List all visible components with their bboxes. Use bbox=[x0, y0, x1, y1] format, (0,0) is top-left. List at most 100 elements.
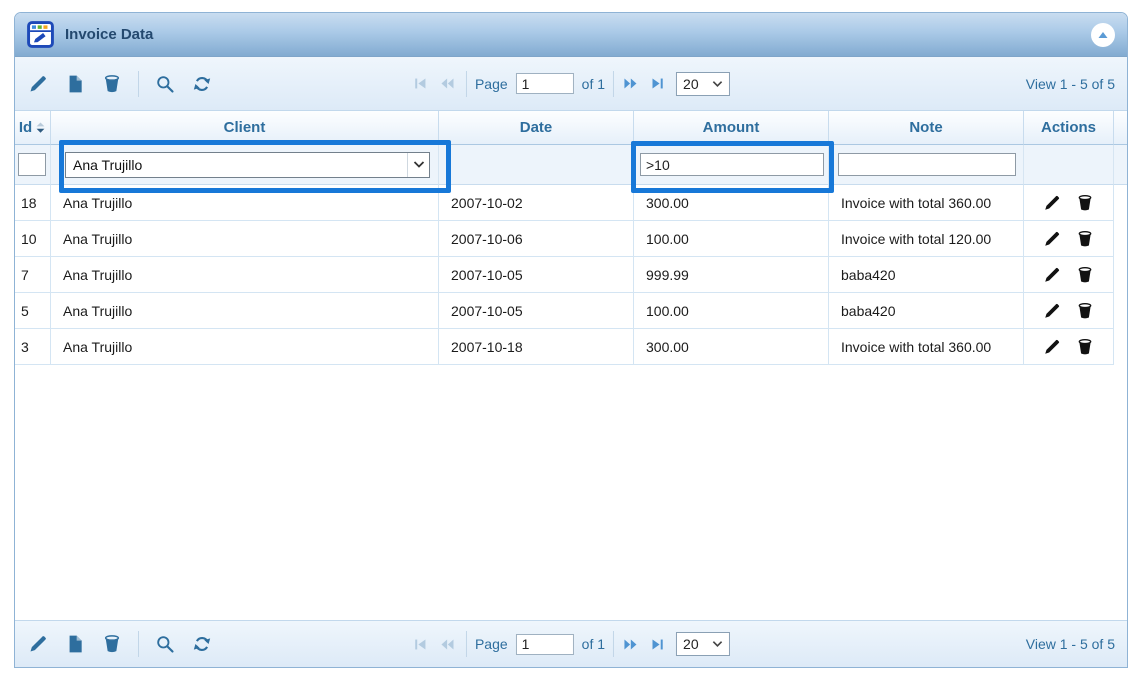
filter-spacer-cell bbox=[1114, 145, 1127, 185]
row-spacer-cell bbox=[1114, 221, 1127, 257]
last-page-button[interactable] bbox=[649, 74, 668, 93]
row-delete-button[interactable] bbox=[1076, 338, 1094, 356]
column-header-label: Amount bbox=[702, 119, 760, 136]
row-id-cell: 5 bbox=[15, 293, 51, 329]
note-filter-cell bbox=[829, 145, 1024, 185]
first-page-button[interactable] bbox=[412, 635, 431, 654]
row-date-cell: 2007-10-05 bbox=[439, 293, 634, 329]
column-header-amount[interactable]: Amount bbox=[634, 111, 829, 145]
next-page-button[interactable] bbox=[622, 74, 641, 93]
row-actions-cell bbox=[1024, 185, 1114, 221]
row-edit-button[interactable] bbox=[1043, 194, 1061, 212]
row-client-cell: Ana Trujillo bbox=[51, 257, 439, 293]
row-date-cell: 2007-10-06 bbox=[439, 221, 634, 257]
pager-separator bbox=[465, 70, 467, 97]
row-edit-button[interactable] bbox=[1043, 266, 1061, 284]
search-button[interactable] bbox=[154, 73, 176, 95]
column-header-row: Id Client Date Amount Note Actions bbox=[15, 111, 1127, 145]
table-row: 7 Ana Trujillo 2007-10-05 999.99 baba420 bbox=[15, 257, 1127, 293]
note-filter-input[interactable] bbox=[838, 153, 1016, 176]
triangle-up-icon bbox=[1097, 29, 1109, 41]
next-page-button[interactable] bbox=[622, 635, 641, 654]
view-records-text: View 1 - 5 of 5 bbox=[1025, 75, 1115, 92]
client-filter-cell: Ana Trujillo bbox=[51, 145, 439, 185]
page-size-value: 20 bbox=[683, 75, 699, 92]
last-page-button[interactable] bbox=[649, 635, 668, 654]
top-toolbar: Page of 1 20 View 1 - 5 of 5 bbox=[15, 57, 1127, 111]
row-client-cell: Ana Trujillo bbox=[51, 185, 439, 221]
add-button[interactable] bbox=[64, 73, 86, 95]
page-title: Invoice Data bbox=[65, 26, 154, 43]
page-number-input[interactable] bbox=[515, 73, 574, 94]
row-delete-button[interactable] bbox=[1076, 302, 1094, 320]
page-size-select[interactable]: 20 bbox=[676, 71, 731, 96]
refresh-button[interactable] bbox=[191, 73, 213, 95]
date-filter-cell bbox=[439, 145, 634, 185]
row-edit-button[interactable] bbox=[1043, 230, 1061, 248]
edit-button[interactable] bbox=[27, 73, 49, 95]
refresh-button[interactable] bbox=[191, 633, 213, 655]
row-delete-button[interactable] bbox=[1076, 230, 1094, 248]
column-header-note[interactable]: Note bbox=[829, 111, 1024, 145]
amount-filter-cell bbox=[634, 145, 829, 185]
pager-separator bbox=[465, 631, 467, 657]
invoice-grid-widget: Invoice Data Page of 1 2 bbox=[14, 12, 1128, 668]
row-actions-cell bbox=[1024, 221, 1114, 257]
row-date-cell: 2007-10-02 bbox=[439, 185, 634, 221]
pager-separator bbox=[613, 631, 615, 657]
column-header-date[interactable]: Date bbox=[439, 111, 634, 145]
amount-filter-input[interactable] bbox=[640, 153, 824, 176]
row-actions-cell bbox=[1024, 293, 1114, 329]
chevron-down-icon bbox=[712, 80, 723, 88]
column-header-label: Actions bbox=[1040, 119, 1096, 136]
delete-button[interactable] bbox=[101, 73, 123, 95]
add-button[interactable] bbox=[64, 633, 86, 655]
row-spacer-cell bbox=[1114, 185, 1127, 221]
row-spacer-cell bbox=[1114, 257, 1127, 293]
sort-desc-icon bbox=[35, 121, 46, 135]
collapse-grid-button[interactable] bbox=[1091, 22, 1115, 47]
client-filter-select[interactable]: Ana Trujillo bbox=[65, 151, 430, 178]
id-filter-input[interactable] bbox=[18, 153, 46, 176]
prev-page-button[interactable] bbox=[439, 635, 458, 654]
page-size-select[interactable]: 20 bbox=[676, 632, 731, 656]
prev-page-button[interactable] bbox=[439, 74, 458, 93]
grid-logo-icon bbox=[27, 21, 54, 48]
row-id-cell: 3 bbox=[15, 329, 51, 365]
grid-body: 18 Ana Trujillo 2007-10-02 300.00 Invoic… bbox=[15, 185, 1127, 620]
toolbar-separator bbox=[138, 70, 139, 97]
page-of-label: of 1 bbox=[581, 636, 606, 652]
column-header-id[interactable]: Id bbox=[15, 111, 51, 145]
row-actions-cell bbox=[1024, 329, 1114, 365]
row-amount-cell: 999.99 bbox=[634, 257, 829, 293]
row-edit-button[interactable] bbox=[1043, 338, 1061, 356]
row-edit-button[interactable] bbox=[1043, 302, 1061, 320]
page-of-label: of 1 bbox=[581, 75, 606, 92]
column-header-actions[interactable]: Actions bbox=[1024, 111, 1114, 145]
table-row: 18 Ana Trujillo 2007-10-02 300.00 Invoic… bbox=[15, 185, 1127, 221]
row-note-cell: Invoice with total 360.00 bbox=[829, 329, 1024, 365]
view-records-text: View 1 - 5 of 5 bbox=[1025, 636, 1115, 652]
first-page-button[interactable] bbox=[412, 74, 431, 93]
row-amount-cell: 100.00 bbox=[634, 221, 829, 257]
row-spacer-cell bbox=[1114, 293, 1127, 329]
row-client-cell: Ana Trujillo bbox=[51, 221, 439, 257]
row-id-cell: 18 bbox=[15, 185, 51, 221]
row-delete-button[interactable] bbox=[1076, 266, 1094, 284]
delete-button[interactable] bbox=[101, 633, 123, 655]
table-row: 3 Ana Trujillo 2007-10-18 300.00 Invoice… bbox=[15, 329, 1127, 365]
row-delete-button[interactable] bbox=[1076, 194, 1094, 212]
row-actions-cell bbox=[1024, 257, 1114, 293]
row-spacer-cell bbox=[1114, 329, 1127, 365]
chevron-down-icon bbox=[712, 640, 723, 648]
column-header-client[interactable]: Client bbox=[51, 111, 439, 145]
row-amount-cell: 300.00 bbox=[634, 329, 829, 365]
edit-button[interactable] bbox=[27, 633, 49, 655]
actions-filter-cell bbox=[1024, 145, 1114, 185]
search-button[interactable] bbox=[154, 633, 176, 655]
column-header-spacer bbox=[1114, 111, 1127, 145]
grid-titlebar: Invoice Data bbox=[15, 13, 1127, 57]
column-header-label: Date bbox=[519, 119, 553, 136]
bottom-toolbar: Page of 1 20 View 1 - 5 of 5 bbox=[15, 620, 1127, 667]
page-number-input[interactable] bbox=[515, 633, 574, 655]
